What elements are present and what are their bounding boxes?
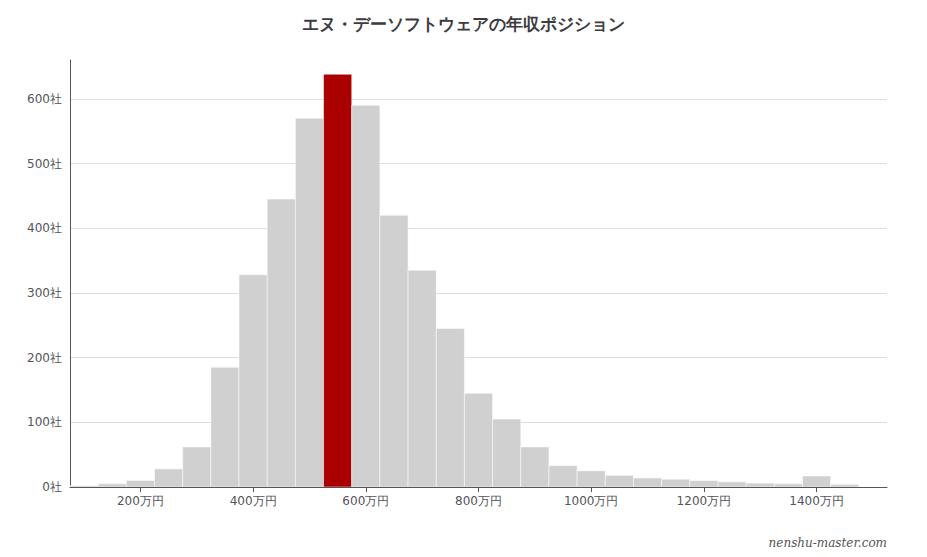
svg-text:nenshu-master.com: nenshu-master.com (769, 536, 887, 550)
svg-text:200社: 200社 (27, 351, 62, 365)
svg-text:エヌ・デーソフトウェアの年収ポジション: エヌ・デーソフトウェアの年収ポジション (302, 14, 625, 34)
svg-text:400万円: 400万円 (230, 494, 277, 508)
svg-text:400社: 400社 (27, 221, 62, 235)
svg-text:200万円: 200万円 (117, 494, 164, 508)
svg-text:800万円: 800万円 (455, 494, 502, 508)
svg-text:0社: 0社 (42, 480, 62, 494)
svg-text:600社: 600社 (27, 92, 62, 106)
svg-text:1000万円: 1000万円 (564, 494, 619, 508)
svg-text:1200万円: 1200万円 (677, 494, 732, 508)
svg-text:500社: 500社 (27, 157, 62, 171)
svg-text:300社: 300社 (27, 286, 62, 300)
svg-text:600万円: 600万円 (342, 494, 389, 508)
svg-text:1400万円: 1400万円 (789, 494, 844, 508)
svg-text:100社: 100社 (27, 415, 62, 429)
